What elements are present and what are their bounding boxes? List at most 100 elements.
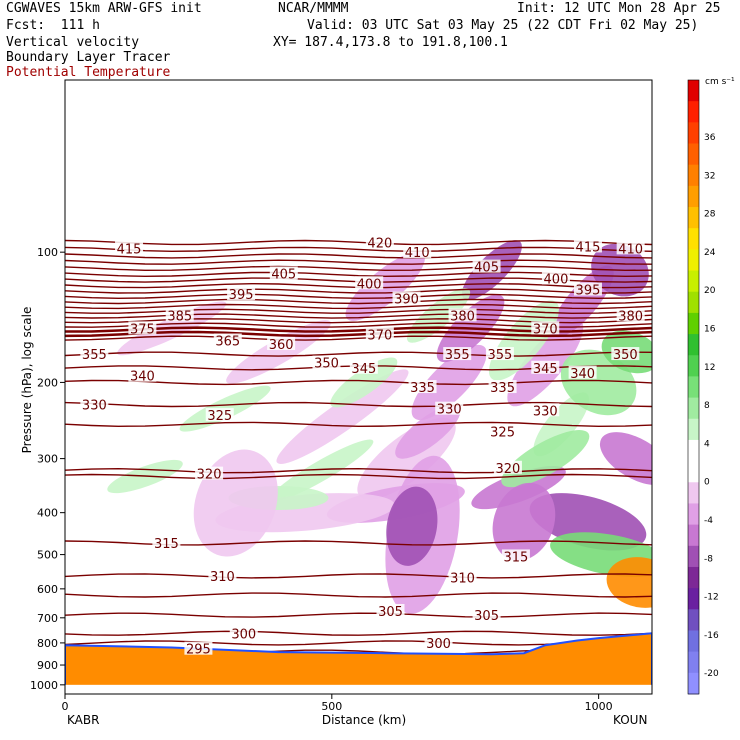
theta-label: 315 — [504, 550, 529, 565]
colorbar-tick-label: 12 — [704, 363, 715, 373]
theta-label: 295 — [186, 643, 211, 658]
theta-label-bg — [267, 336, 296, 350]
terrain — [65, 632, 652, 694]
theta-label: 405 — [474, 261, 499, 276]
theta-label: 335 — [410, 381, 435, 396]
theta-label-bg — [435, 401, 464, 415]
theta-isentrope — [65, 630, 652, 636]
theta-label: 350 — [613, 348, 638, 363]
colorbar-tick-label: -8 — [704, 554, 713, 564]
colorbar-swatch — [688, 672, 699, 695]
x-tick-label: 0 — [62, 700, 69, 713]
x-tick-label: 1000 — [585, 700, 613, 713]
theta-label: 300 — [426, 637, 451, 652]
theta-isentrope — [65, 298, 652, 305]
theta-label-bg — [365, 235, 394, 249]
theta-label-bg — [531, 321, 560, 335]
model-title: CGWAVES 15km ARW-GFS init — [6, 1, 202, 16]
colorbar-tick-label: 16 — [704, 325, 716, 335]
vv-cell — [599, 432, 652, 486]
colorbar-tick-label: -16 — [704, 631, 719, 641]
below-ground — [65, 684, 652, 694]
theta-label: 330 — [82, 399, 107, 414]
theta-label-bg — [448, 308, 477, 322]
theta-label-bg — [443, 347, 472, 361]
cross-section-endpoints: XY= 187.4,173.8 to 191.8,100.1 — [273, 35, 508, 50]
theta-label: 350 — [314, 357, 339, 372]
colorbar-tick-label: 36 — [704, 133, 716, 143]
theta-isentrope — [65, 253, 652, 259]
colorbar-tick-label: -4 — [704, 516, 713, 526]
theta-isentrope — [65, 467, 652, 474]
theta-label: 415 — [117, 242, 142, 257]
theta-label: 355 — [82, 348, 107, 363]
theta-label: 375 — [130, 322, 155, 337]
theta-label: 355 — [487, 348, 512, 363]
provider: NCAR/MMMM — [278, 1, 349, 16]
y-tick-label: 500 — [37, 549, 58, 562]
theta-label-bg — [403, 245, 432, 259]
colorbar-swatch — [688, 397, 699, 420]
theta-label: 315 — [154, 537, 179, 552]
theta-label: 370 — [533, 322, 558, 337]
theta-isentrope — [65, 573, 652, 579]
theta-label: 330 — [533, 404, 558, 419]
theta-label: 400 — [357, 277, 382, 292]
colorbar-swatch — [688, 482, 699, 504]
theta-isentrope — [65, 293, 652, 300]
theta-isentrope — [65, 313, 652, 319]
theta-label: 410 — [405, 246, 430, 261]
colorbar-tick-label: 4 — [704, 439, 710, 449]
theta-isentrope — [65, 239, 652, 246]
theta-label: 380 — [450, 309, 475, 324]
theta-label-bg — [227, 287, 256, 301]
colorbar-tick-label: 0 — [704, 478, 710, 488]
vv-cell — [395, 404, 461, 459]
y-tick-label: 400 — [37, 507, 58, 520]
field-vertical-velocity: Vertical velocity — [6, 35, 140, 50]
theta-label: 395 — [229, 288, 254, 303]
colorbar-tick-label: 8 — [704, 401, 710, 411]
theta-label: 405 — [271, 267, 296, 282]
colorbar-swatch — [688, 334, 699, 356]
colorbar-swatch — [688, 164, 699, 187]
colorbar-unit: cm s⁻¹ — [705, 77, 735, 87]
theta-label-bg — [128, 321, 157, 335]
colorbar-swatch — [688, 185, 699, 208]
theta-label: 305 — [474, 609, 499, 624]
theta-isentrope — [65, 592, 652, 598]
theta-label-bg — [616, 308, 645, 322]
colorbar-swatch — [688, 312, 699, 335]
colorbar-swatch — [688, 545, 699, 568]
theta-label-bg — [488, 424, 517, 438]
colorbar-swatch — [688, 418, 699, 441]
theta-label-bg — [531, 403, 560, 417]
colorbar-swatch — [688, 630, 699, 653]
theta-isentrope — [65, 612, 652, 618]
colorbar-swatch — [688, 291, 699, 314]
theta-label-bg — [573, 239, 602, 253]
theta-label-bg — [531, 360, 560, 374]
terrain-fill — [65, 632, 652, 694]
theta-label-bg — [472, 259, 501, 273]
colorbar-tick-label: -20 — [704, 669, 719, 679]
colorbar-tick-label: 24 — [704, 248, 716, 258]
theta-label-bg — [208, 568, 237, 582]
colorbar-swatch — [688, 524, 699, 547]
vv-cell — [411, 344, 487, 420]
theta-label-bg — [485, 347, 514, 361]
theta-isentrope — [65, 335, 652, 341]
vv-cell — [501, 430, 590, 488]
y-tick-label: 800 — [37, 637, 58, 650]
theta-label-bg — [152, 535, 181, 549]
theta-label: 410 — [618, 242, 643, 257]
colorbar-swatch — [688, 80, 699, 102]
colorbar-swatch — [688, 566, 699, 589]
theta-label: 360 — [269, 338, 294, 353]
colorbar: 36 32 28 24 20 16 12 8 4 0 -4 -8 -12 -16 -20 — [687, 79, 719, 695]
theta-label-bg — [165, 308, 194, 322]
theta-label: 345 — [533, 362, 558, 377]
theta-label: 320 — [197, 468, 222, 483]
theta-label: 365 — [215, 334, 240, 349]
theta-label-bg — [349, 360, 378, 374]
